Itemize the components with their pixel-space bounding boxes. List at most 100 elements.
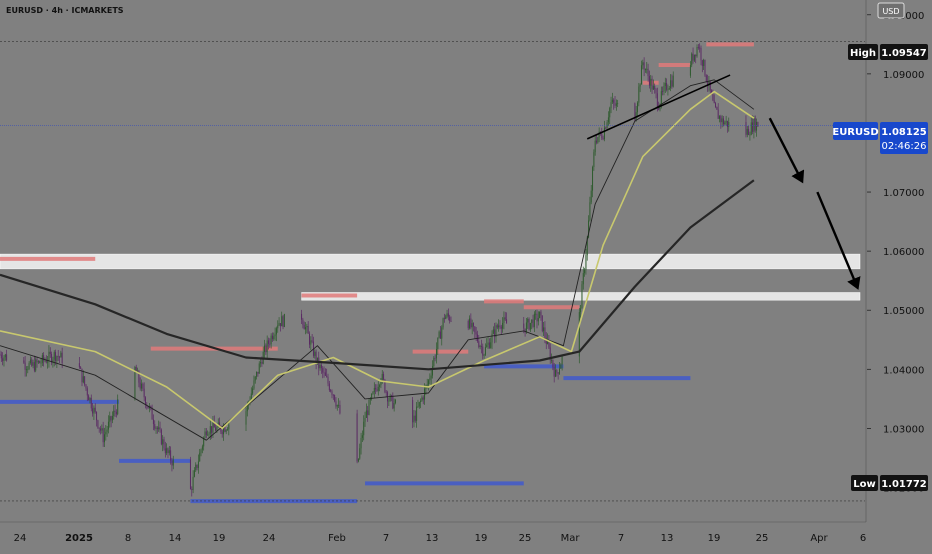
low-label-box: Low (851, 475, 878, 491)
candle-body-233 (434, 357, 436, 359)
candle-339 (638, 82, 640, 107)
candle-349 (651, 75, 653, 94)
candle-body-151 (278, 323, 280, 326)
candle-250 (473, 322, 475, 332)
time-label-9: 19 (475, 533, 488, 544)
candle-57 (106, 425, 108, 437)
candle-body-344 (644, 69, 646, 70)
candle-body-317 (593, 152, 595, 168)
candle-body-244 (449, 316, 451, 321)
candle-body-65 (117, 399, 119, 415)
candle-288 (539, 311, 541, 319)
candle-body-215 (394, 399, 396, 404)
candle-169 (318, 351, 320, 376)
candle-body-86 (160, 429, 162, 445)
candle-346 (647, 63, 649, 82)
candle-body-227 (426, 384, 428, 386)
candle-269 (498, 319, 500, 332)
candle-body-179 (331, 391, 333, 395)
candle-33 (59, 355, 61, 364)
candle-261 (487, 336, 489, 350)
candle-180 (332, 394, 334, 400)
candle-body-264 (491, 333, 493, 343)
time-label-12: 7 (618, 533, 624, 544)
candle-body-373 (699, 47, 701, 49)
candle-14 (33, 355, 35, 373)
candle-98 (192, 470, 194, 494)
candle-93 (170, 446, 172, 465)
candle-316 (592, 165, 594, 198)
candle-body-155 (283, 313, 285, 327)
time-label-16: Apr (810, 533, 828, 544)
candle-body-108 (205, 431, 207, 435)
candle-49 (96, 411, 98, 427)
candle-54 (102, 421, 104, 447)
candle-202 (377, 381, 379, 396)
candle-304 (560, 363, 562, 369)
candle-body-302 (557, 372, 559, 374)
candle-95 (172, 455, 174, 470)
candle-214 (393, 398, 395, 412)
candle-43 (88, 394, 90, 401)
candle-body-272 (502, 322, 504, 329)
candle-body-314 (589, 202, 591, 221)
candle-body-146 (271, 335, 273, 340)
candle-323 (601, 127, 603, 141)
candle-body-279 (527, 318, 529, 323)
candle-133 (254, 375, 256, 384)
candle-body-35 (61, 352, 63, 364)
candle-body-386 (716, 106, 718, 110)
candle-body-362 (668, 88, 670, 90)
candle-body-220 (417, 406, 419, 408)
candle-265 (492, 326, 494, 335)
candle-162 (308, 331, 310, 349)
currency-badge[interactable] (877, 2, 905, 19)
candle-257 (482, 343, 484, 360)
low-price: 1.01772 (881, 479, 927, 490)
candle-body-239 (442, 318, 444, 328)
candle-body-67 (135, 367, 137, 373)
candle-body-370 (695, 54, 697, 57)
candle-399 (749, 131, 751, 141)
candle-body-125 (228, 424, 230, 430)
candle-167 (315, 349, 317, 370)
candle-body-395 (728, 121, 730, 127)
candle-6 (23, 356, 25, 364)
candle-body-194 (367, 410, 369, 415)
candle-188 (359, 443, 361, 461)
candle-315 (590, 184, 592, 205)
candle-body-159 (305, 327, 307, 330)
candle-246 (467, 319, 469, 331)
candle-333 (614, 96, 616, 109)
candle-41 (85, 384, 87, 391)
candle-body-150 (277, 325, 279, 329)
time-label-0: 24 (14, 533, 27, 544)
candle-286 (536, 309, 538, 329)
candle-body-171 (320, 364, 322, 369)
candle-203 (379, 383, 381, 392)
candle-204 (380, 377, 382, 389)
candle-176 (327, 373, 329, 387)
candle-body-95 (172, 459, 174, 466)
candle-body-335 (617, 103, 619, 105)
candle-body-111 (209, 426, 211, 434)
candle-body-59 (109, 416, 111, 422)
candle-58 (107, 415, 109, 434)
candle-body-33 (59, 356, 61, 358)
candle-55 (103, 427, 105, 448)
candle-83 (156, 426, 158, 434)
candle-368 (692, 47, 694, 64)
candle-301 (556, 368, 558, 377)
candle-body-80 (152, 419, 154, 425)
candle-12 (31, 357, 33, 367)
candle-body-207 (384, 379, 386, 392)
candle-body-208 (385, 391, 387, 393)
candle-body-331 (611, 99, 613, 103)
candle-361 (667, 84, 669, 96)
candle-body-360 (666, 82, 668, 90)
low-price-box: 1.01772 (880, 475, 928, 491)
candle-146 (271, 332, 273, 342)
candle-391 (722, 116, 724, 127)
high-label-box: High (848, 44, 878, 60)
